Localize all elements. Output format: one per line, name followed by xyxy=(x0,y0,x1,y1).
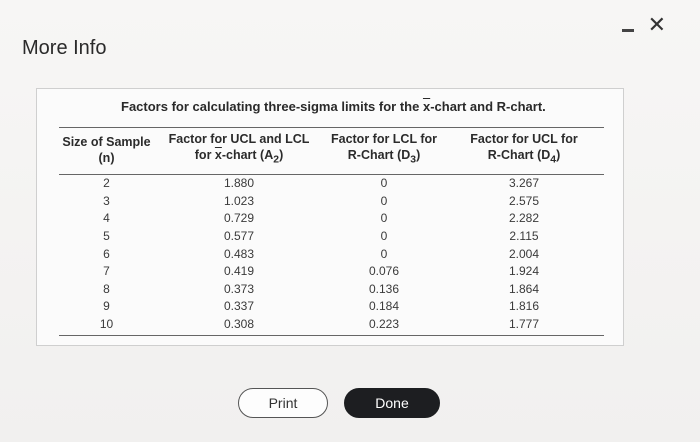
sample-size-cell: 9 xyxy=(103,299,110,314)
factors-table: Size of Sample (n) Factor for UCL and LC… xyxy=(59,127,604,336)
caption-text-start: Factors for calculating three-sigma limi… xyxy=(121,99,423,114)
caption-x-bar: x xyxy=(422,99,431,114)
dialog-title: More Info xyxy=(22,37,107,59)
a2-cell: 1.880 xyxy=(223,176,255,191)
a2-cell: 1.023 xyxy=(223,193,255,208)
a2-cell: 0.419 xyxy=(223,264,255,279)
d4-cell: 1.924 xyxy=(508,264,540,279)
d3-cell: 0 xyxy=(380,211,388,226)
table-caption: Factors for calculating three-sigma limi… xyxy=(121,99,546,114)
close-icon[interactable]: ✕ xyxy=(647,12,666,37)
d4-cell: 3.267 xyxy=(508,176,540,191)
table-body: 2 1.880 0 3.267 3 1.023 0 2.575 4 0.729 0 2.282 5 0.5… xyxy=(59,174,604,336)
sample-size-cell: 7 xyxy=(103,264,110,279)
table-row: 8 0.373 0.136 1.864 xyxy=(59,280,604,298)
table-row: 3 1.023 0 2.575 xyxy=(59,192,604,210)
table-row: 4 0.729 0 2.282 xyxy=(59,210,604,228)
a2-cell: 0.577 xyxy=(223,229,255,244)
d3-cell: 0.184 xyxy=(368,299,400,314)
d3-cell: 0.136 xyxy=(368,281,400,296)
d4-cell: 2.115 xyxy=(509,229,539,244)
d3-cell: 0.076 xyxy=(368,264,400,279)
table-row: 6 0.483 0 2.004 xyxy=(59,245,604,263)
d4-cell: 2.282 xyxy=(508,211,540,226)
sample-size-cell: 3 xyxy=(103,193,110,208)
table-row: 5 0.577 0 2.115 xyxy=(59,227,604,245)
d3-cell: 0 xyxy=(380,193,388,208)
d3-cell: 0 xyxy=(380,246,388,261)
table-row: 2 1.880 0 3.267 xyxy=(59,174,604,192)
minimize-icon[interactable] xyxy=(621,14,634,36)
d4-cell: 2.004 xyxy=(508,246,540,261)
caption-text-end: -chart and R-chart. xyxy=(430,99,546,114)
print-button[interactable]: Print xyxy=(238,388,328,418)
sample-size-cell: 5 xyxy=(103,229,110,244)
table-row: 7 0.419 0.076 1.924 xyxy=(59,262,604,280)
header-d3: Factor for LCL for R-Chart (D3) xyxy=(330,132,438,166)
header-a2: Factor for UCL and LCL for x-chart (A2) xyxy=(168,132,310,166)
a2-cell: 0.308 xyxy=(154,315,324,336)
sample-size-cell: 8 xyxy=(103,281,110,296)
done-button[interactable]: Done xyxy=(344,388,440,418)
a2-cell: 0.337 xyxy=(223,299,255,314)
sample-size-cell: 2 xyxy=(103,176,110,191)
table-header-row: Size of Sample (n) Factor for UCL and LC… xyxy=(59,127,604,174)
factors-panel: Factors for calculating three-sigma limi… xyxy=(36,88,624,346)
a2-cell: 0.729 xyxy=(223,211,255,226)
header-d4: Factor for UCL for R-Chart (D4) xyxy=(470,132,578,166)
d3-cell: 0.223 xyxy=(324,315,444,336)
sample-size-cell: 6 xyxy=(103,246,110,261)
window-controls: ✕ xyxy=(621,12,666,37)
sample-size-cell: 4 xyxy=(103,211,110,226)
d3-cell: 0 xyxy=(380,229,388,244)
d4-cell: 2.575 xyxy=(508,193,540,208)
header-sample-size: Size of Sample (n) xyxy=(62,134,151,165)
d4-cell: 1.816 xyxy=(508,299,540,314)
d4-cell: 1.864 xyxy=(508,281,540,296)
table-row: 9 0.337 0.184 1.816 xyxy=(59,298,604,316)
sample-size-cell: 10 xyxy=(59,315,154,336)
a2-cell: 0.373 xyxy=(223,281,255,296)
a2-cell: 0.483 xyxy=(223,246,255,261)
d4-cell: 1.777 xyxy=(444,315,604,336)
d3-cell: 0 xyxy=(380,176,388,191)
table-row: 10 0.308 0.223 1.777 xyxy=(59,315,604,336)
